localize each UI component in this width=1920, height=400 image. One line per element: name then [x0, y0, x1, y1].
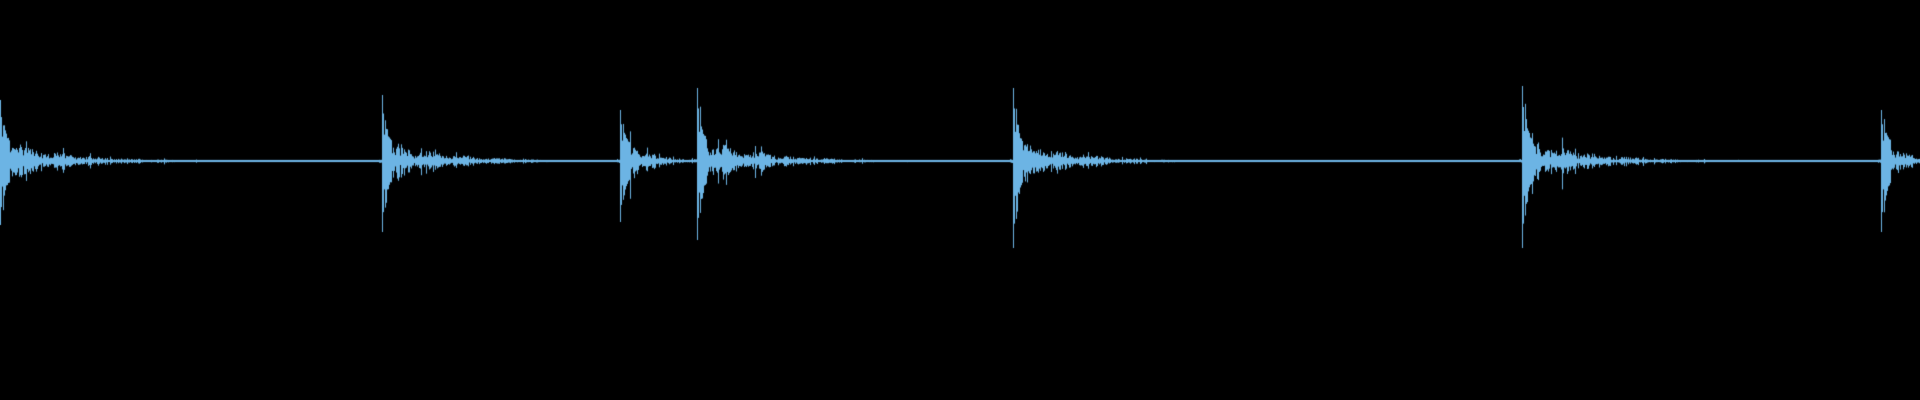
waveform-path-group — [0, 100, 1919, 224]
waveform-envelope-path — [0, 100, 1919, 224]
